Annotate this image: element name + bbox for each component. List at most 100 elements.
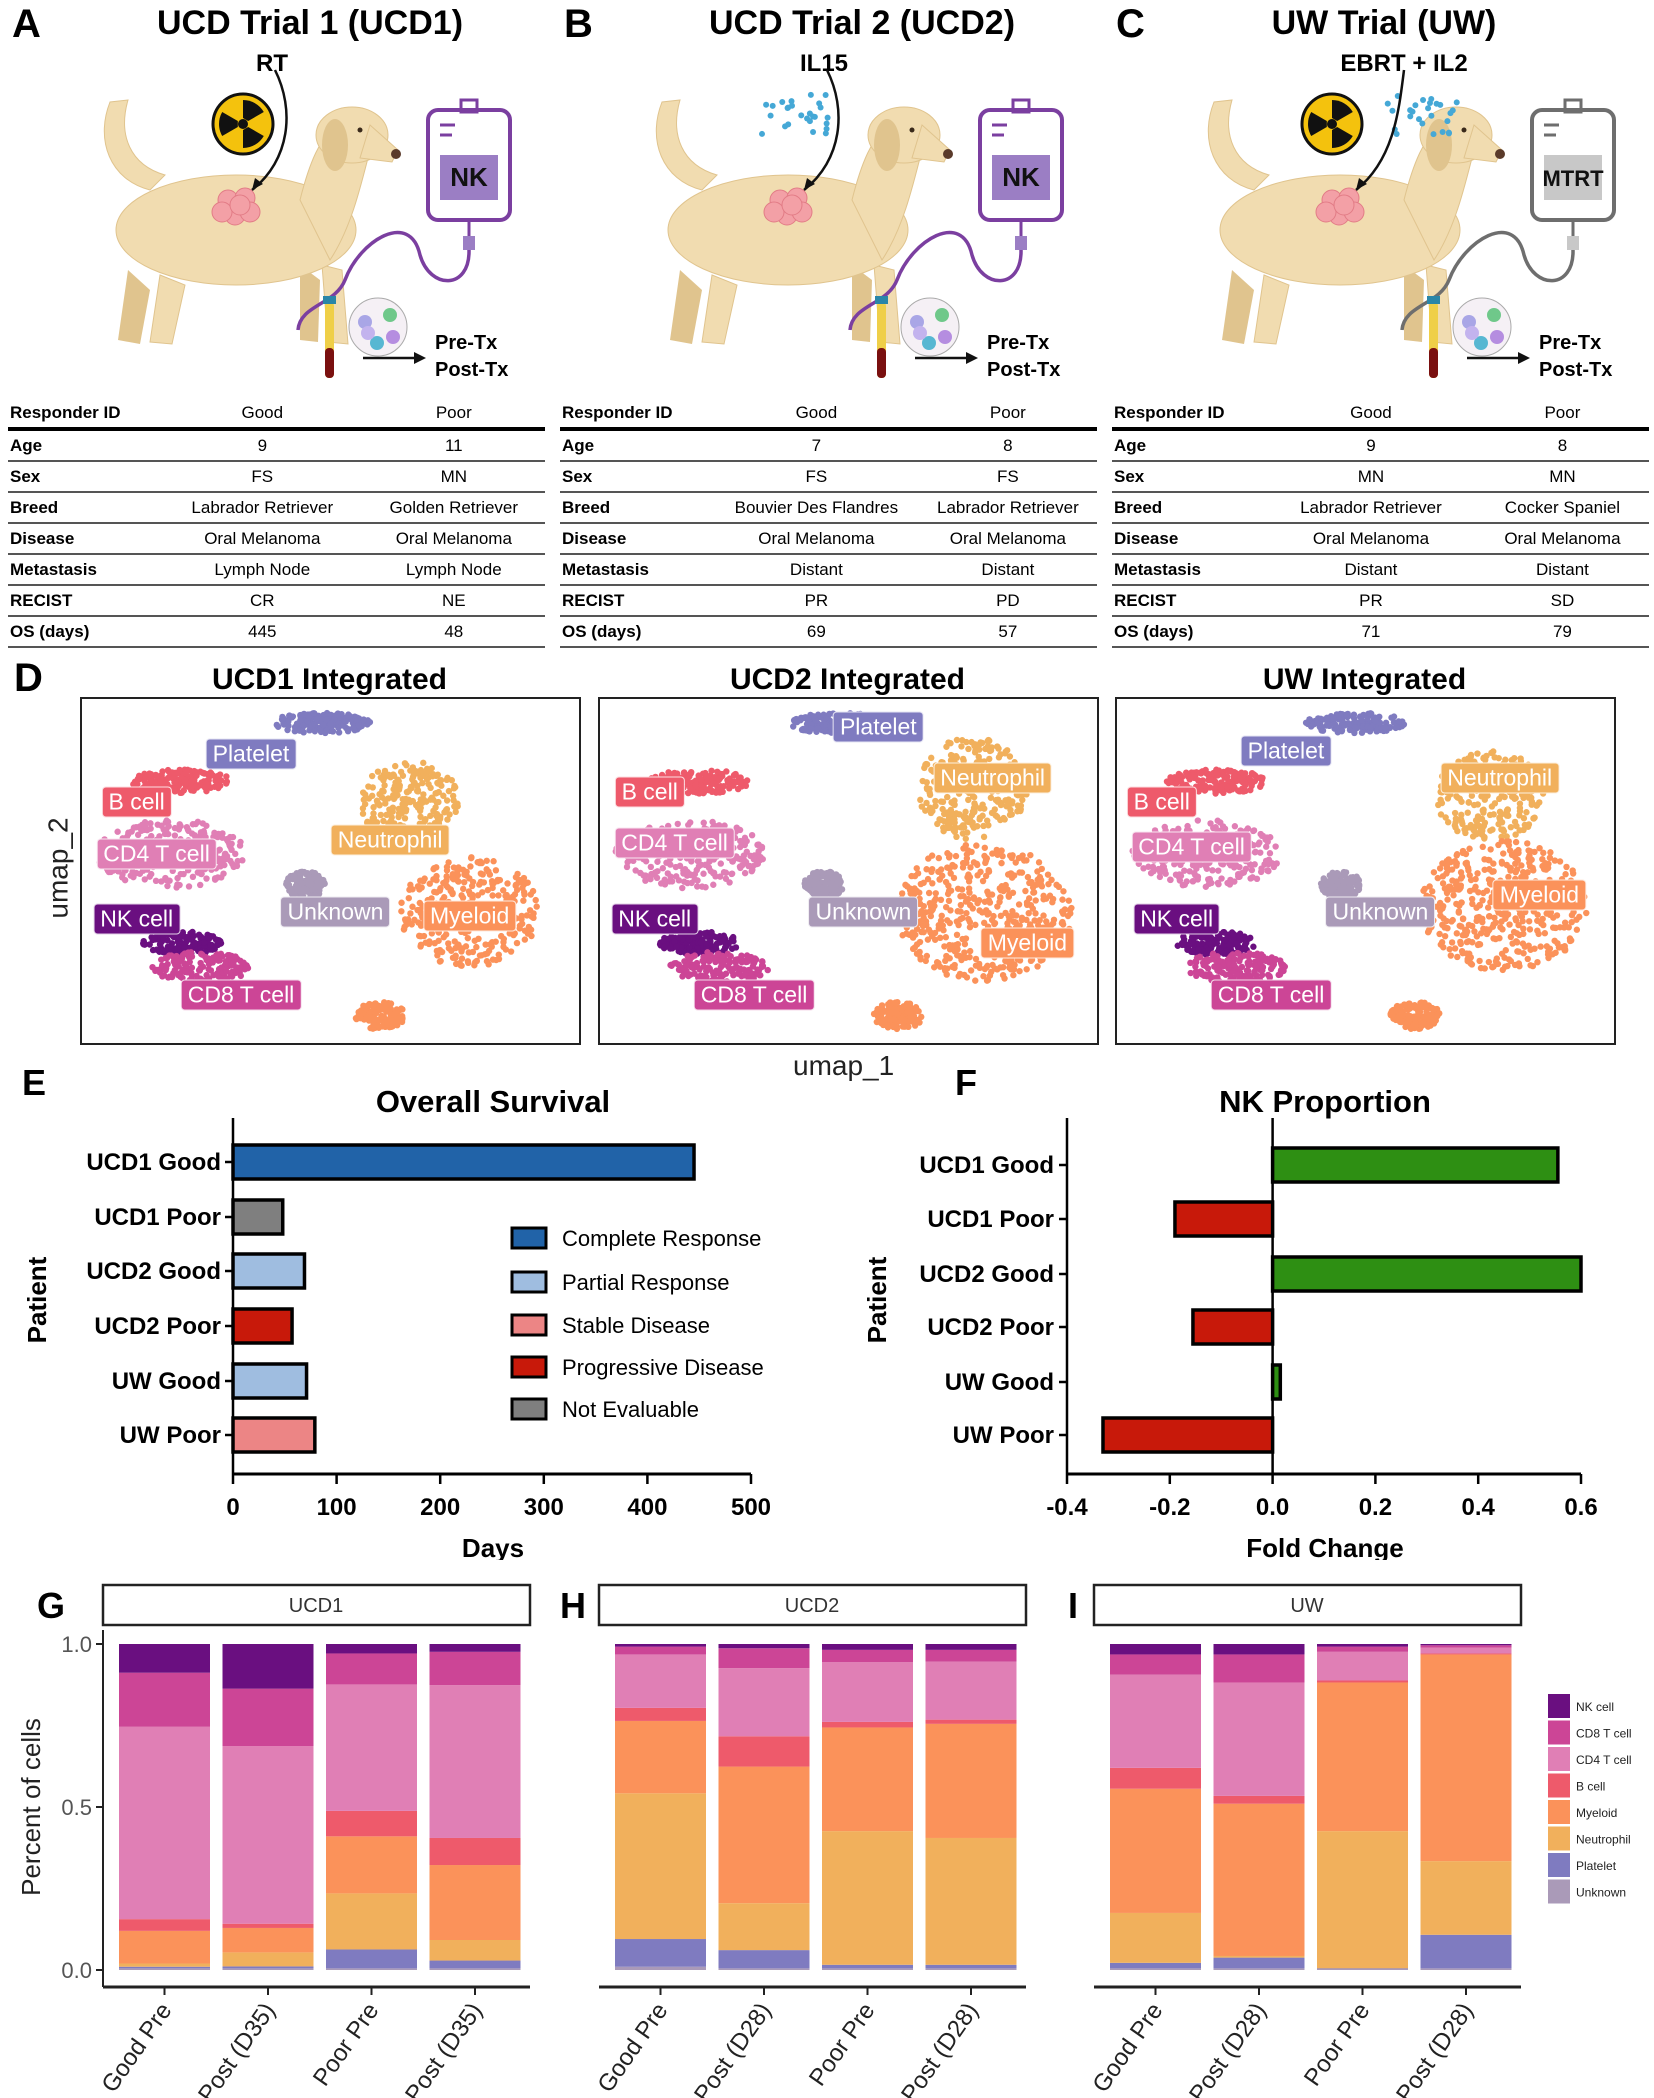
umap-point [409, 903, 416, 910]
umap-point [1167, 774, 1174, 781]
umap-point [932, 802, 939, 810]
umap-point [1203, 972, 1211, 980]
umap-point [391, 782, 399, 790]
umap-point [904, 883, 911, 890]
umap-point [437, 777, 444, 784]
umap-point [1181, 867, 1188, 874]
umap-point [211, 876, 219, 883]
umap-point [965, 885, 973, 892]
table-row: Sex FS FS [560, 461, 1097, 493]
trial-schematic: NK [655, 69, 1064, 378]
table-row: Age 9 11 [8, 429, 545, 462]
umap-point [661, 943, 668, 950]
umap-point [1186, 941, 1194, 948]
umap-point [197, 881, 204, 889]
umap-point [391, 1010, 399, 1017]
umap-point [471, 937, 478, 944]
umap-point [681, 878, 688, 885]
umap-point [173, 957, 180, 965]
umap-point [931, 936, 939, 943]
umap-point [1022, 887, 1029, 895]
umap-point [1241, 974, 1249, 981]
umap-point [1331, 720, 1338, 728]
umap-point [523, 912, 531, 919]
umap-point [1266, 973, 1273, 980]
umap-point [504, 880, 511, 887]
umap-point [632, 867, 639, 874]
umap-point [999, 971, 1007, 979]
umap-point [417, 922, 425, 929]
umap-point [967, 864, 974, 871]
umap-point [168, 952, 175, 959]
umap-point [380, 1022, 387, 1030]
umap-point [1479, 807, 1486, 814]
umap-point [695, 974, 702, 981]
umap-point [483, 866, 490, 873]
umap-point [964, 874, 971, 881]
umap-point [360, 716, 367, 723]
umap-point [1059, 910, 1067, 917]
umap-point [237, 972, 245, 980]
umap-point [414, 787, 422, 794]
tumor-icon [211, 187, 261, 226]
trial-schematic: MTRT [1207, 69, 1616, 378]
umap-point [1314, 720, 1321, 727]
umap-point [454, 872, 462, 879]
umap-point [521, 936, 529, 943]
umap-point [985, 822, 992, 829]
umap-point [923, 921, 930, 929]
umap-point [1159, 863, 1167, 870]
table-cell: RECIST [560, 585, 714, 617]
umap-point [995, 745, 1002, 752]
umap-point [820, 711, 827, 718]
umap-plot: Platelet B cell CD4 T cell Neutrophil Unknow… [598, 697, 1099, 1045]
umap-point [738, 952, 745, 959]
umap-point [414, 804, 422, 811]
umap-point [734, 970, 742, 977]
umap-point [114, 828, 121, 835]
umap-point [1343, 711, 1350, 718]
umap-point [983, 855, 991, 862]
umap-point [164, 882, 171, 890]
umap-point [983, 977, 991, 984]
cluster-label: Myeloid [423, 900, 517, 932]
umap-point [980, 973, 987, 980]
umap-point [181, 776, 189, 784]
umap-point [716, 873, 724, 880]
umap-point [241, 966, 249, 973]
umap-point [681, 769, 688, 776]
umap-point [925, 889, 933, 897]
umap-point [687, 819, 694, 826]
umap-point [296, 727, 304, 734]
umap-point [483, 857, 490, 864]
table-cell: Golden Retriever [362, 492, 545, 524]
umap-point [688, 879, 695, 887]
umap-point [1351, 723, 1359, 731]
umap-point [1273, 860, 1280, 867]
umap-point [1207, 820, 1214, 827]
umap-point [953, 833, 960, 841]
umap-point [962, 835, 969, 842]
umap-point [360, 1002, 367, 1010]
umap-point [887, 999, 894, 1006]
table-row: Age 9 8 [1112, 429, 1649, 462]
umap-point [1207, 776, 1214, 783]
umap-point [810, 713, 817, 720]
umap-point [1319, 886, 1327, 894]
umap-point [734, 855, 742, 862]
umap-point [311, 728, 319, 735]
umap-point [162, 876, 170, 884]
umap-point [220, 870, 227, 877]
umap-point [194, 818, 202, 826]
umap-point [821, 888, 828, 896]
umap-point [171, 832, 179, 839]
cells-icon [1452, 297, 1512, 357]
umap-point [322, 716, 330, 724]
umap-point [1346, 726, 1354, 734]
umap-point [492, 938, 499, 945]
umap-point [433, 877, 440, 884]
umap-point [350, 724, 357, 731]
table-cell: Age [1112, 429, 1266, 462]
table-cell: CR [162, 585, 363, 617]
umap-point [414, 883, 422, 890]
